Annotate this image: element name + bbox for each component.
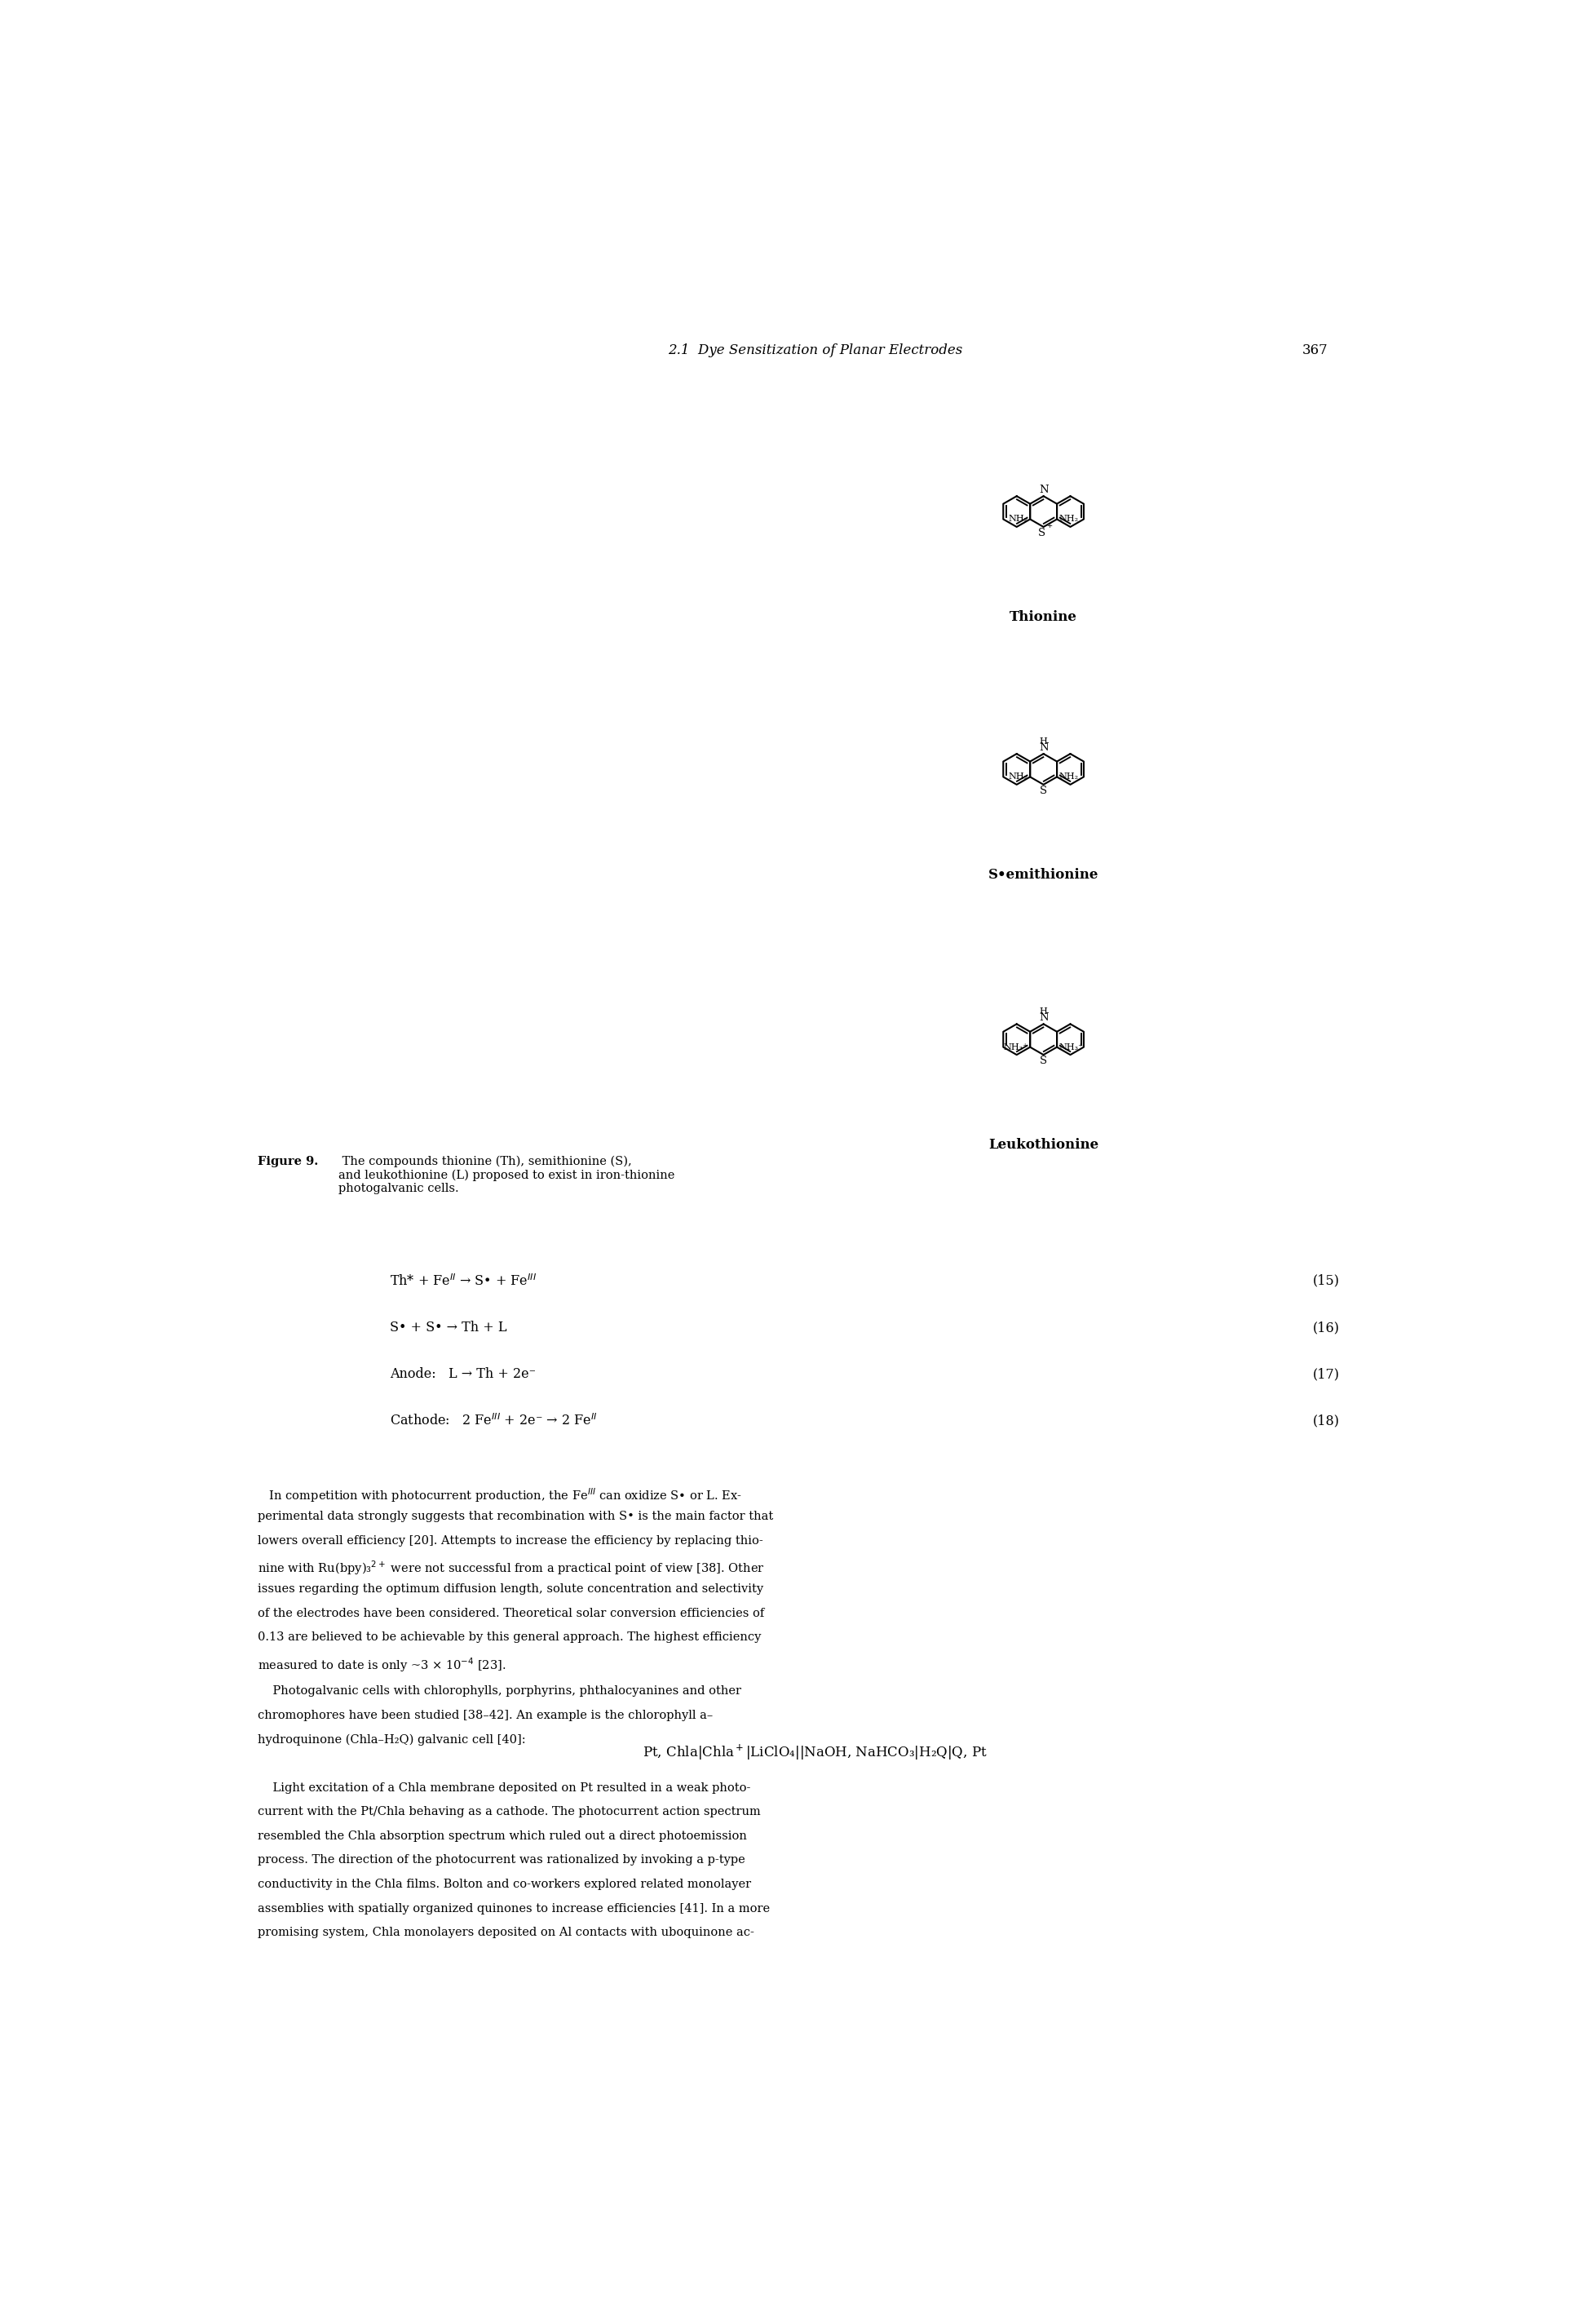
Text: process. The direction of the photocurrent was rationalized by invoking a p-type: process. The direction of the photocurre… xyxy=(258,1855,746,1866)
Text: nine with Ru(bpy)₃$^{2+}$ were not successful from a practical point of view [38: nine with Ru(bpy)₃$^{2+}$ were not succe… xyxy=(258,1559,765,1578)
Text: resembled the Chla absorption spectrum which ruled out a direct photoemission: resembled the Chla absorption spectrum w… xyxy=(258,1831,748,1843)
Text: chromophores have been studied [38–42]. An example is the chlorophyll a–: chromophores have been studied [38–42]. … xyxy=(258,1710,713,1722)
Text: Cathode:   2 Fe$^{III}$ + 2e⁻ → 2 Fe$^{II}$: Cathode: 2 Fe$^{III}$ + 2e⁻ → 2 Fe$^{II}… xyxy=(390,1413,598,1429)
Text: 367: 367 xyxy=(1303,344,1328,358)
Text: issues regarding the optimum diffusion length, solute concentration and selectiv: issues regarding the optimum diffusion l… xyxy=(258,1583,764,1594)
Text: Leukothionine: Leukothionine xyxy=(988,1139,1099,1153)
Text: In competition with photocurrent production, the Fe$^{III}$ can oxidize S• or L.: In competition with photocurrent product… xyxy=(258,1487,743,1504)
Text: H: H xyxy=(1039,1006,1047,1016)
Text: assemblies with spatially organized quinones to increase efficiencies [41]. In a: assemblies with spatially organized quin… xyxy=(258,1903,770,1915)
Text: NH₃⁺: NH₃⁺ xyxy=(1060,1043,1083,1050)
Text: measured to date is only ~3 × 10$^{-4}$ [23].: measured to date is only ~3 × 10$^{-4}$ … xyxy=(258,1657,506,1673)
Text: Photogalvanic cells with chlorophylls, porphyrins, phthalocyanines and other: Photogalvanic cells with chlorophylls, p… xyxy=(258,1685,741,1697)
Text: (16): (16) xyxy=(1313,1320,1340,1334)
Text: N: N xyxy=(1039,483,1048,495)
Text: S: S xyxy=(1041,786,1047,795)
Text: NH₂: NH₂ xyxy=(1060,774,1079,781)
Text: Figure 9.: Figure 9. xyxy=(258,1155,318,1167)
Text: conductivity in the Chla films. Bolton and co-workers explored related monolayer: conductivity in the Chla films. Bolton a… xyxy=(258,1878,751,1889)
Text: S: S xyxy=(1041,1055,1047,1067)
Text: lowers overall efficiency [20]. Attempts to increase the efficiency by replacing: lowers overall efficiency [20]. Attempts… xyxy=(258,1536,764,1545)
Text: (15): (15) xyxy=(1313,1274,1340,1287)
Text: promising system, Chla monolayers deposited on Al contacts with uboquinone ac-: promising system, Chla monolayers deposi… xyxy=(258,1927,754,1938)
Text: +: + xyxy=(1045,523,1052,530)
Text: (18): (18) xyxy=(1313,1413,1340,1427)
Text: perimental data strongly suggests that recombination with S• is the main factor : perimental data strongly suggests that r… xyxy=(258,1511,773,1522)
Text: NH₂: NH₂ xyxy=(1009,774,1028,781)
Text: S: S xyxy=(1039,528,1045,539)
Text: Anode:   L → Th + 2e⁻: Anode: L → Th + 2e⁻ xyxy=(390,1367,536,1380)
Text: Light excitation of a Chla membrane deposited on Pt resulted in a weak photo-: Light excitation of a Chla membrane depo… xyxy=(258,1783,751,1794)
Text: (17): (17) xyxy=(1313,1367,1340,1380)
Text: N: N xyxy=(1039,1013,1048,1023)
Text: of the electrodes have been considered. Theoretical solar conversion efficiencie: of the electrodes have been considered. … xyxy=(258,1608,765,1620)
Text: 2.1  Dye Sensitization of Planar Electrodes: 2.1 Dye Sensitization of Planar Electrod… xyxy=(668,344,963,358)
Text: NH₂: NH₂ xyxy=(1009,516,1028,523)
Text: Thionine: Thionine xyxy=(1010,609,1077,623)
Text: Pt, Chla|Chla$^+$|LiClO₄||NaOH, NaHCO₃|H₂Q|Q, Pt: Pt, Chla|Chla$^+$|LiClO₄||NaOH, NaHCO₃|H… xyxy=(643,1743,988,1762)
Text: S• + S• → Th + L: S• + S• → Th + L xyxy=(390,1320,508,1334)
Text: S•emithionine: S•emithionine xyxy=(988,867,1099,881)
Text: NH₃⁺: NH₃⁺ xyxy=(1004,1043,1028,1050)
Text: NH₂: NH₂ xyxy=(1060,516,1079,523)
Text: N: N xyxy=(1039,741,1048,753)
Text: The compounds thionine (Th), semithionine (S),
and leukothionine (L) proposed to: The compounds thionine (Th), semithionin… xyxy=(339,1155,675,1195)
Text: hydroquinone (Chla–H₂Q) galvanic cell [40]:: hydroquinone (Chla–H₂Q) galvanic cell [4… xyxy=(258,1734,527,1745)
Text: Th* + Fe$^{II}$ → S• + Fe$^{III}$: Th* + Fe$^{II}$ → S• + Fe$^{III}$ xyxy=(390,1274,536,1287)
Text: current with the Pt/Chla behaving as a cathode. The photocurrent action spectrum: current with the Pt/Chla behaving as a c… xyxy=(258,1806,760,1817)
Text: H: H xyxy=(1039,737,1047,746)
Text: 0.13 are believed to be achievable by this general approach. The highest efficie: 0.13 are believed to be achievable by th… xyxy=(258,1631,762,1643)
